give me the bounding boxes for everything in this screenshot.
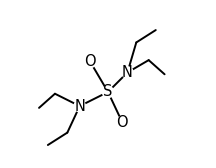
Circle shape: [116, 116, 128, 128]
Text: O: O: [84, 54, 96, 69]
Circle shape: [85, 56, 96, 68]
Text: N: N: [74, 99, 85, 114]
Text: O: O: [116, 115, 128, 130]
Circle shape: [102, 86, 114, 98]
Circle shape: [122, 67, 133, 78]
Text: S: S: [103, 85, 113, 99]
Text: N: N: [122, 65, 133, 80]
Circle shape: [74, 100, 85, 112]
